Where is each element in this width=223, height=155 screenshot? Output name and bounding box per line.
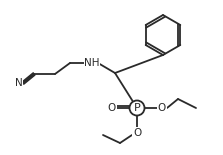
Text: P: P bbox=[134, 103, 140, 113]
Text: N: N bbox=[15, 78, 23, 88]
Text: O: O bbox=[133, 128, 141, 138]
Circle shape bbox=[130, 100, 145, 115]
Text: NH: NH bbox=[84, 58, 100, 68]
Text: O: O bbox=[108, 103, 116, 113]
Text: O: O bbox=[158, 103, 166, 113]
